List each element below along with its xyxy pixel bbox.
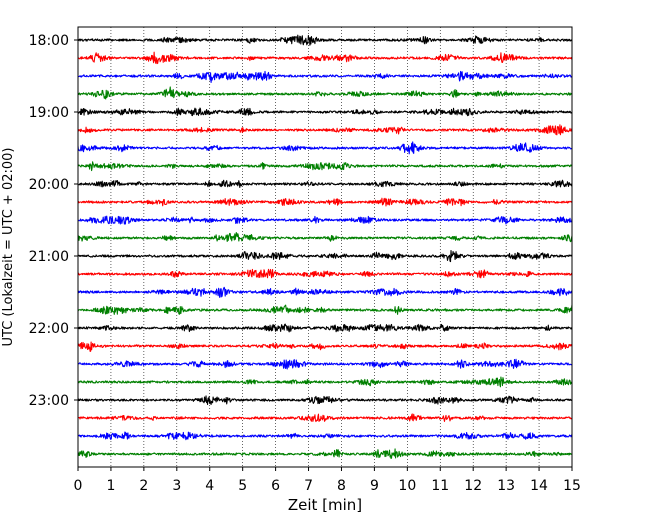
trace-line: [77, 431, 573, 441]
trace-line: [77, 358, 573, 370]
trace-line: [77, 250, 573, 263]
x-tick-label: 14: [530, 478, 548, 494]
trace-line: [77, 197, 573, 207]
trace-line: [77, 70, 573, 83]
x-tick-label: 3: [172, 478, 181, 494]
x-tick-label: 5: [238, 478, 247, 494]
x-tick-label: 2: [139, 478, 148, 494]
y-axis-ticks: 18:00 19:00 20:00 21:00 22:00 23:00: [29, 33, 78, 409]
y-tick-label: 18:00: [29, 33, 69, 49]
x-tick-label: 7: [304, 478, 313, 494]
trace-line: [77, 124, 573, 136]
x-tick-label: 12: [464, 478, 482, 494]
trace-line: [77, 304, 573, 315]
x-tick-label: 9: [370, 478, 379, 494]
trace-line: [77, 161, 573, 172]
x-tick-label: 1: [106, 478, 115, 494]
trace-line: [77, 51, 573, 65]
y-tick-label: 19:00: [29, 105, 69, 121]
x-tick-label: 13: [497, 478, 515, 494]
trace-line: [77, 107, 573, 117]
y-tick-label: 23:00: [29, 393, 69, 409]
trace-line: [77, 323, 573, 333]
x-tick-label: 10: [398, 478, 416, 494]
trace-line: [77, 86, 573, 100]
plot-area-frame: [77, 26, 573, 468]
trace-line: [77, 376, 573, 388]
x-axis-label: Zeit [min]: [288, 496, 362, 514]
y-axis-label: UTC (Lokalzeit = UTC + 02:00): [1, 148, 16, 347]
trace-series: [77, 34, 573, 460]
trace-line: [77, 413, 573, 423]
x-tick-label: 11: [431, 478, 449, 494]
x-tick-label: 6: [271, 478, 280, 494]
trace-line: [77, 232, 573, 243]
trace-line: [77, 286, 573, 298]
trace-line: [77, 341, 573, 352]
y-tick-label: 20:00: [29, 177, 69, 193]
y-tick-label: 21:00: [29, 249, 69, 265]
x-tick-label: 8: [337, 478, 346, 494]
trace-line: [77, 215, 573, 225]
trace-line: [77, 395, 573, 406]
trace-line: [77, 179, 573, 188]
x-axis-ticks: 0 1 2 3 4 5 6 7 8 9 10 11 12 13 14 15: [74, 467, 581, 494]
x-tick-label: 4: [205, 478, 214, 494]
x-tick-label: 0: [74, 478, 83, 494]
trace-line: [77, 448, 573, 460]
grid-lines: [110, 27, 540, 467]
y-tick-label: 22:00: [29, 321, 69, 337]
trace-line: [77, 34, 573, 46]
trace-line: [77, 268, 573, 279]
x-tick-label: 15: [563, 478, 581, 494]
trace-line: [77, 141, 573, 155]
